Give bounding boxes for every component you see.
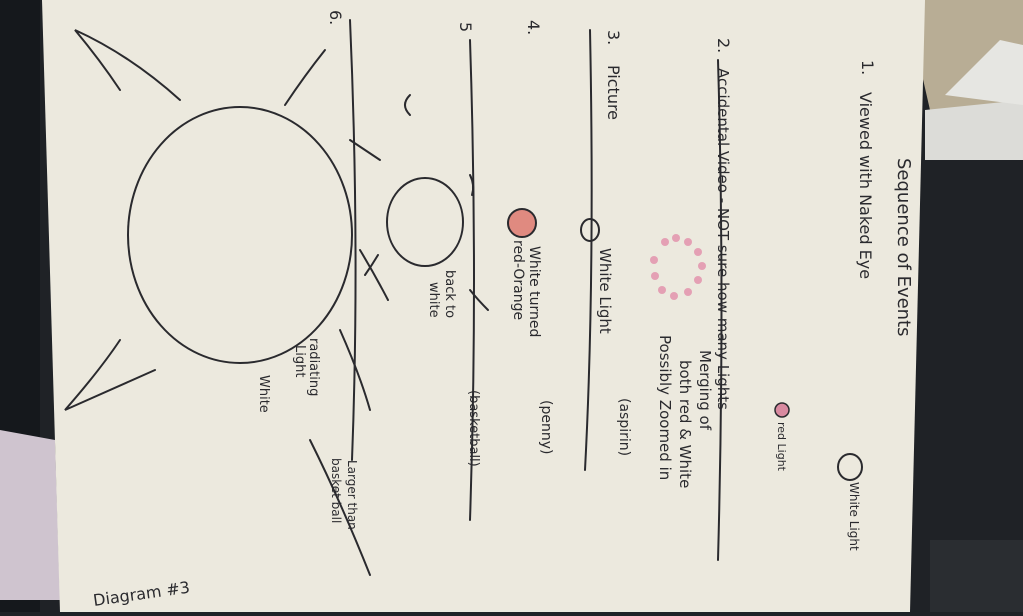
red-orange-dot-icon [507,208,537,238]
step-5-number: 5 [456,22,475,32]
divider-4-5 [469,39,475,521]
divider-3-4 [584,29,593,471]
ray-bottom-left [364,254,379,276]
step-5: 5 back to white (basketball) [349,22,489,467]
desk-shadow [930,540,1023,612]
step-3-number: 3. [604,30,623,45]
white-label: White [256,375,271,413]
step-2-text: Accidental Video - NOT sure how many Lig… [714,68,732,410]
step-1-text: Viewed with Naked Eye [856,92,875,279]
radiating-line-2: Light [292,345,307,377]
white-turned-line-1: White turned [526,246,542,337]
step-1-number: 1. [858,60,877,75]
dividers [349,19,723,561]
ray-bottom-right [469,289,489,311]
ray-lower-left [64,339,156,411]
merging-line-1: Merging of [696,350,714,431]
step-6: 6. radiating Light Larger than basket ba… [64,10,389,576]
larger-line-2: basket ball [329,458,343,523]
ray-left [349,139,381,161]
step-2-number: 2. [714,38,733,53]
step-4-number: 4. [524,20,543,35]
merging-line-3: Possibly Zoomed in [656,335,674,480]
ray-top-right [469,174,475,196]
step-3-text: Picture [604,65,623,120]
merging-line-2: both red & White [676,360,694,488]
step-6-number: 6. [326,10,345,25]
bracket-larger [309,439,371,576]
basketball-circle [386,177,464,267]
step-3: 3. Picture White Light (aspirin) [580,30,632,456]
radiating-line-1: radiating [306,338,321,396]
ray-upper-left [74,29,181,101]
white-light-small-circle-icon [580,218,600,242]
legend-red-light: red Light [775,422,788,472]
paper-sheet [945,40,1023,105]
paper-stack [925,100,1023,160]
step-2: 2. Accidental Video - NOT sure how many … [650,38,733,488]
red-light-dot-icon [774,402,790,418]
page-title: Sequence of Events [893,158,914,337]
ray-lower-right [339,329,371,411]
divider-5-6 [349,19,357,461]
step-1: 1. Viewed with Naked Eye [856,60,877,279]
basketball-label: (basketball) [466,390,481,467]
penny-label: (penny) [538,400,554,454]
legend-white-light: White Light [847,482,861,551]
ray-top [404,94,411,116]
pink-paper [0,430,60,600]
white-light-label: White Light [596,248,614,334]
dotted-circle-lights [650,234,706,300]
step-4: 4. White turned red-Orange (penny) [507,20,554,454]
ray-right [359,249,389,301]
larger-line-1: Larger than [345,460,359,530]
back-to-line-2: white [426,282,441,318]
legend: White Light red Light [774,402,863,551]
ray-upper-right [284,49,326,106]
white-turned-line-2: red-Orange [510,240,526,320]
large-sun-circle [127,106,353,364]
white-light-circle-icon [837,453,863,481]
back-to-line-1: back to [442,270,457,318]
aspirin-label: (aspirin) [616,398,632,456]
